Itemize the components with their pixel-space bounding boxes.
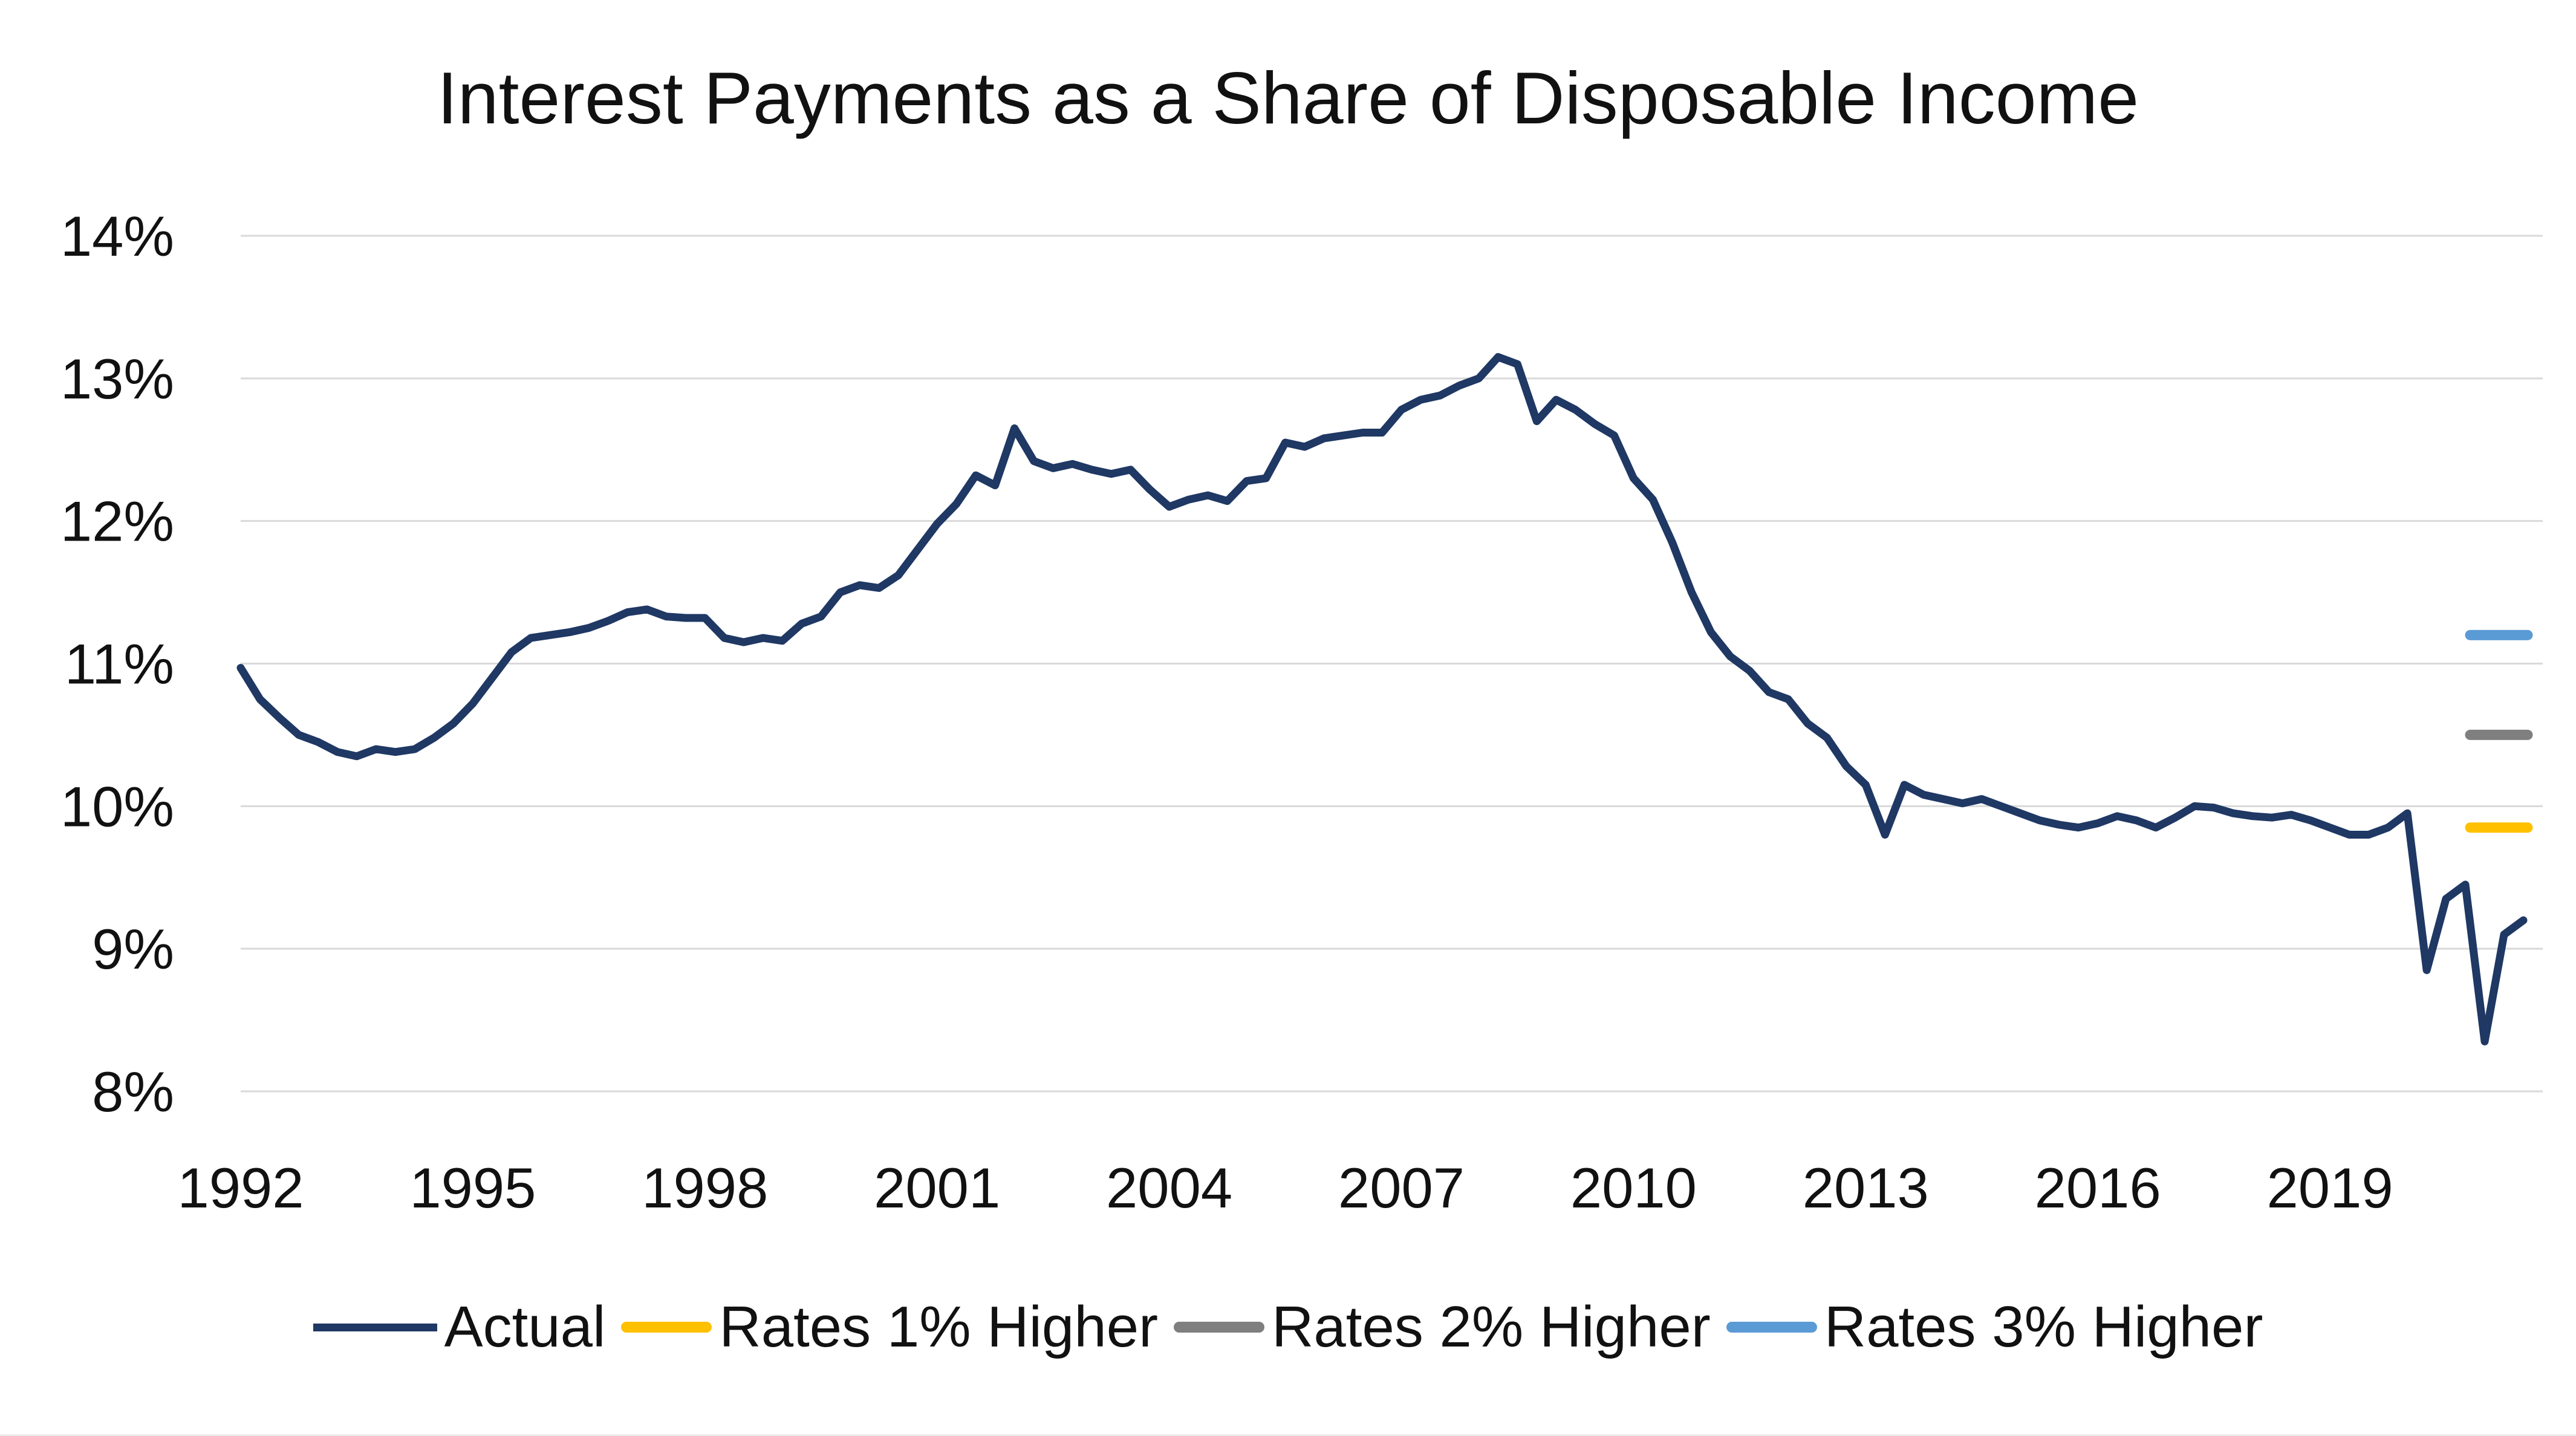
legend-line-swatch-actual	[313, 1323, 437, 1331]
y-tick-label: 12%	[60, 490, 174, 553]
x-tick-label: 2013	[1803, 1156, 1929, 1220]
y-tick-label: 9%	[92, 917, 174, 981]
legend-dash-swatch-rates-3pct	[1726, 1322, 1817, 1333]
legend-label-rates-1pct: Rates 1% Higher	[719, 1295, 1159, 1359]
x-tick-label: 2019	[2267, 1156, 2393, 1220]
x-tick-label: 2001	[874, 1156, 1000, 1220]
y-tick-label: 8%	[92, 1060, 174, 1123]
chart-legend: Actual Rates 1% Higher Rates 2% Higher R…	[0, 1294, 2576, 1360]
legend-item-rates-2pct-higher: Rates 2% Higher	[1174, 1294, 1711, 1360]
y-tick-label: 10%	[60, 775, 174, 838]
y-tick-label: 11%	[65, 632, 174, 696]
legend-dash-swatch-rates-1pct	[621, 1322, 712, 1333]
legend-label-rates-3pct: Rates 3% Higher	[1824, 1295, 2263, 1359]
x-tick-label: 2016	[2035, 1156, 2161, 1220]
legend-item-rates-3pct-higher: Rates 3% Higher	[1726, 1294, 2263, 1360]
legend-item-actual: Actual	[313, 1294, 606, 1360]
legend-item-rates-1pct-higher: Rates 1% Higher	[621, 1294, 1158, 1360]
x-tick-label: 1998	[642, 1156, 768, 1220]
x-tick-label: 2010	[1570, 1156, 1697, 1220]
x-tick-label: 1995	[409, 1156, 536, 1220]
y-tick-label: 14%	[60, 204, 174, 268]
legend-label-actual: Actual	[444, 1295, 606, 1359]
x-tick-label: 1992	[177, 1156, 304, 1220]
legend-dash-swatch-rates-2pct	[1174, 1322, 1265, 1333]
y-tick-label: 13%	[60, 347, 174, 411]
actual-series-line	[236, 353, 2528, 1045]
x-tick-label: 2004	[1106, 1156, 1232, 1220]
chart-title: Interest Payments as a Share of Disposab…	[437, 57, 2139, 139]
x-tick-label: 2007	[1338, 1156, 1465, 1220]
legend-label-rates-2pct: Rates 2% Higher	[1272, 1295, 1711, 1359]
